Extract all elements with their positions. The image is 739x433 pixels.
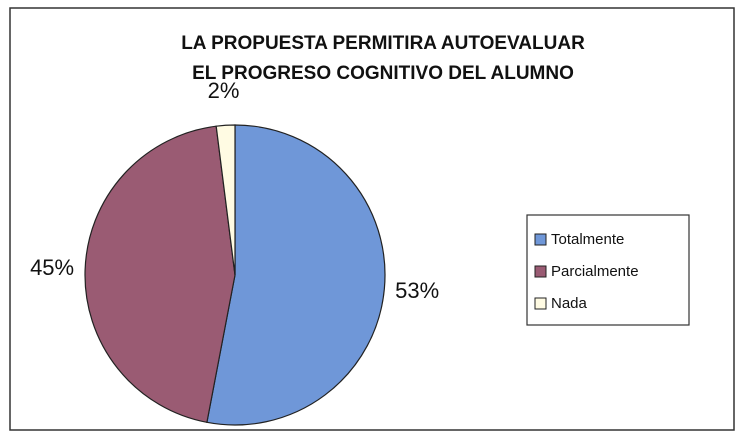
- legend-label: Totalmente: [551, 231, 624, 248]
- value-label: 45%: [30, 255, 74, 280]
- pie-slice: [215, 124, 236, 276]
- legend-box: [526, 214, 690, 326]
- chart-title: EL PROGRESO COGNITIVO DEL ALUMNO: [192, 63, 574, 84]
- pie-slice: [206, 124, 386, 426]
- legend-swatch: [534, 265, 547, 278]
- legend-label: Parcialmente: [551, 263, 639, 280]
- pie-slice: [84, 125, 236, 424]
- legend-swatch: [534, 233, 547, 246]
- value-label: 53%: [395, 278, 439, 303]
- chart-title: LA PROPUESTA PERMITIRA AUTOEVALUAR: [181, 33, 585, 54]
- legend-label: Nada: [551, 295, 588, 312]
- legend-swatch: [534, 297, 547, 310]
- value-label: 2%: [208, 78, 240, 103]
